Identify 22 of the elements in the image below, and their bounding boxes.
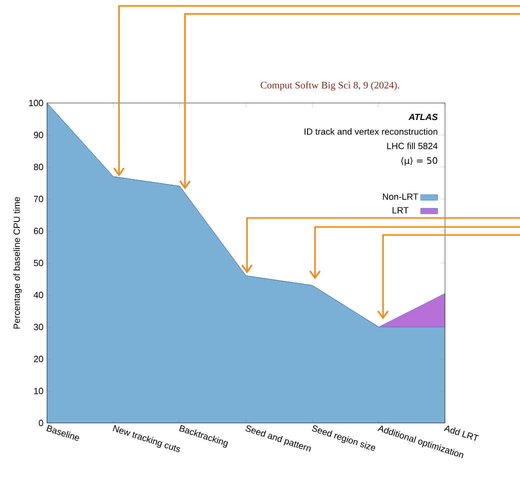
y-tick-label: 70 [34,196,44,202]
y-tick-label: 10 [34,388,44,394]
text: Comput Softw Big Sci 8, 9 (2024). [260,81,400,91]
annotation: ID track and vertex reconstruction [304,128,438,135]
y-tick-label: 50 [34,260,44,266]
annotation: ⟨μ⟩ = 50 [401,156,438,166]
annotation: ATLAS [408,114,438,120]
y-tick-label: 60 [34,228,44,234]
y-tick-label: 100 [29,100,44,106]
x-tick-label: Seed region size [312,425,376,451]
legend-label: Non-LRT [382,194,418,200]
legend-label: LRT [392,207,409,214]
x-tick-label: Seed and pattern [246,425,311,452]
y-axis-title: Percentage of baseline CPU time [13,197,22,329]
y-tick-label: 80 [34,164,44,170]
y-tick-label: 0 [38,420,44,426]
y-tick-label: 90 [34,132,44,138]
y-tick-label: 20 [34,356,44,362]
annotation: LHC fill 5824 [387,142,438,150]
y-tick-label: 30 [34,324,44,330]
x-tick-label: Add LRT [444,426,479,441]
y-tick-label: 40 [34,292,44,298]
